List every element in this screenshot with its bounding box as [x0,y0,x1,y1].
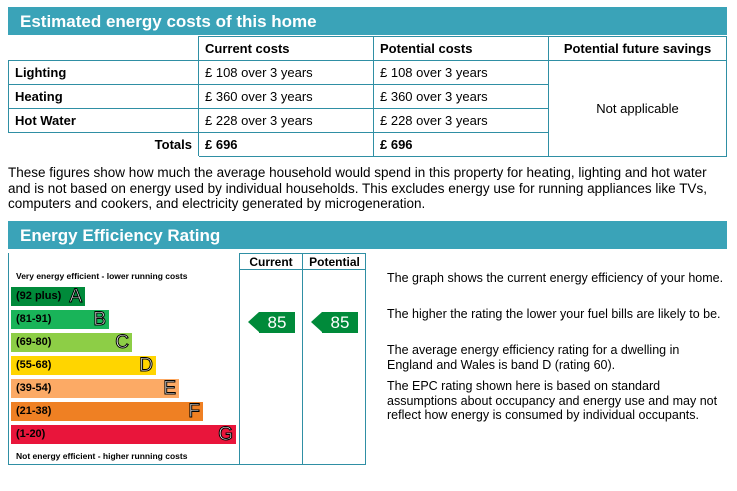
rating-band-c: (69-80) C [11,332,132,354]
savings-value: Not applicable [548,60,727,157]
current-column-header: Current [240,253,302,270]
band-range: (92 plus) [16,290,62,302]
band-range: (69-80) [16,336,52,348]
costs-section-header: Estimated energy costs of this home [8,7,727,35]
rating-band-d: (55-68) D [11,355,156,377]
band-letter: B [93,309,107,331]
rating-band-e: (39-54) E [11,378,179,400]
totals-row: Totals £ 696 £ 696 [8,132,727,157]
table-row: Heating £ 360 over 3 years £ 360 over 3 … [8,84,727,109]
hot-water-potential: £ 228 over 3 years [373,108,549,133]
row-label-lighting: Lighting [8,60,199,85]
band-letter: E [163,378,177,400]
rating-band-f: (21-38) F [11,401,203,423]
current-rating-value: 85 [267,313,287,332]
band-range: (1-20) [16,428,46,440]
band-range: (39-54) [16,382,52,394]
lighting-potential: £ 108 over 3 years [373,60,549,85]
rating-band-a: (92 plus) A [11,286,85,308]
efficiency-chart [8,253,366,465]
row-label-hot-water: Hot Water [8,108,199,133]
rating-section-header: Energy Efficiency Rating [8,221,727,249]
totals-label: Totals [8,132,199,157]
costs-section-title: Estimated energy costs of this home [20,12,317,31]
table-row: Lighting £ 108 over 3 years £ 108 over 3… [8,60,727,157]
table-row: Hot Water £ 228 over 3 years £ 228 over … [8,108,727,133]
totals-current: £ 696 [198,132,374,157]
band-letter: C [115,332,130,354]
band-letter: F [188,401,201,423]
explanation-1: The graph shows the current energy effic… [387,271,724,285]
current-costs-header: Current costs [198,36,374,61]
table-header-row: Current costs Potential costs Potential … [8,36,727,61]
current-rating-arrow: 85 [248,312,295,333]
potential-column-header: Potential [303,253,366,270]
row-label-heating: Heating [8,84,199,109]
energy-costs-table: Current costs Potential costs Potential … [8,36,727,157]
rating-band-b: (81-91) B [11,309,109,331]
explanation-2: The higher the rating the lower your fue… [387,307,721,321]
lighting-current: £ 108 over 3 years [198,60,374,85]
potential-rating-value: 85 [330,313,350,332]
heating-potential: £ 360 over 3 years [373,84,549,109]
band-range: (55-68) [16,359,52,371]
hot-water-current: £ 228 over 3 years [198,108,374,133]
heating-current: £ 360 over 3 years [198,84,374,109]
rating-section-title: Energy Efficiency Rating [20,226,221,245]
band-letter: G [218,424,234,446]
band-letter: D [139,355,154,377]
explanation-4: The EPC rating shown here is based on st… [387,379,718,422]
explanation-3: The average energy efficiency rating for… [387,343,680,372]
bottom-efficiency-label: Not energy efficient - higher running co… [16,451,188,461]
band-range: (81-91) [16,313,52,325]
potential-costs-header: Potential costs [373,36,549,61]
top-efficiency-label: Very energy efficient - lower running co… [16,271,188,281]
potential-rating-arrow: 85 [311,312,358,333]
band-letter: A [69,286,83,308]
band-range: (21-38) [16,405,52,417]
future-savings-header: Potential future savings [548,36,727,61]
totals-potential: £ 696 [373,132,549,157]
rating-band-g: (1-20) G [11,424,236,446]
costs-note: These figures show how much the average … [8,165,707,211]
